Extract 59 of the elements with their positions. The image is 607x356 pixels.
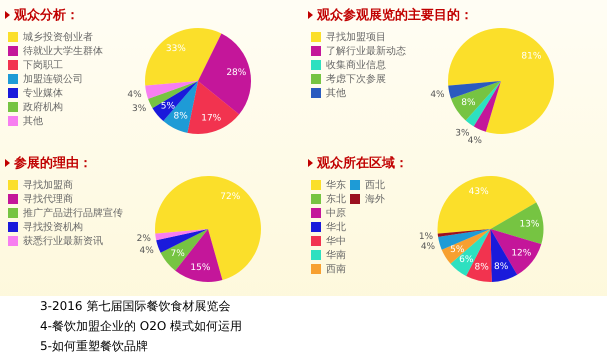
legend-label: 寻找加盟项目: [326, 30, 386, 43]
chart-title: 观众参观展览的主要目的：: [317, 6, 473, 24]
legend-label: 寻找加盟商: [23, 178, 73, 191]
data-label: 2%: [136, 234, 152, 244]
data-label: 5%: [160, 102, 176, 112]
legend-label: 城乡投资创业者: [22, 30, 93, 43]
legend-label: 下岗职工: [23, 58, 63, 71]
data-label: 15%: [190, 262, 211, 273]
data-label: 3%: [455, 128, 470, 139]
text: 5-如何重塑餐饮品牌: [40, 338, 149, 355]
data-label: 4%: [127, 90, 142, 100]
legend-label: 考虑下次参展: [326, 72, 386, 85]
legend-label: 专业媒体: [23, 86, 63, 99]
legend-label: 获悉行业最新资讯: [23, 234, 103, 247]
legend-label: 西南: [326, 262, 346, 275]
data-label: 81%: [521, 52, 542, 62]
legend-label: 华中: [326, 234, 346, 247]
legend-label: 寻找投资机构: [23, 220, 83, 233]
data-label: 8%: [494, 262, 509, 272]
legend-label: 华南: [326, 248, 346, 261]
data-label: 12%: [511, 248, 532, 259]
chart-title: 观众所在区域：: [317, 155, 408, 172]
data-label: 8%: [474, 262, 490, 273]
text: 4-餐饮加盟企业的 O2O 模式如何运用: [40, 318, 242, 335]
data-label: 17%: [201, 113, 222, 124]
legend-label: 收集商业信息: [326, 58, 386, 71]
data-label: 8%: [461, 98, 476, 108]
text: 3-2016 第七届国际餐饮食材展览会: [40, 298, 232, 315]
legend-label: 东北: [326, 192, 346, 205]
data-label: 33%: [166, 44, 186, 54]
data-label: 8%: [174, 112, 188, 122]
data-label: 13%: [519, 220, 540, 230]
legend-label: 政府机构: [23, 100, 63, 113]
data-label: 5%: [450, 245, 465, 256]
legend-label: 中原: [326, 206, 346, 219]
legend-label: 海外: [365, 192, 385, 205]
data-label: 4%: [420, 242, 436, 252]
chart-title: 参展的理由：: [14, 155, 92, 172]
data-label: 1%: [418, 232, 434, 242]
chart-title: 观众分析：: [14, 7, 79, 24]
data-label: 28%: [226, 68, 247, 78]
legend-label: 其他: [23, 114, 43, 127]
data-label: 4%: [430, 90, 446, 100]
legend-label: 华东: [326, 178, 346, 191]
data-label: 3%: [132, 104, 147, 114]
legend-label: 推广产品进行品牌宣传: [23, 206, 123, 219]
data-label: 4%: [468, 136, 482, 146]
legend-label: 西北: [365, 178, 385, 191]
legend-label: 加盟连锁公司: [23, 72, 83, 85]
data-label: 72%: [220, 192, 241, 202]
legend-label: 华北: [326, 220, 346, 233]
data-label: 6%: [459, 255, 474, 266]
data-label: 4%: [140, 246, 154, 256]
legend-label: 了解行业最新动态: [326, 44, 406, 57]
legend-label: 待就业大学生群体: [23, 44, 103, 57]
data-label: 43%: [468, 186, 490, 197]
legend-label: 其他: [326, 86, 346, 99]
legend-label: 寻找代理商: [23, 192, 73, 205]
data-label: 7%: [170, 249, 186, 260]
